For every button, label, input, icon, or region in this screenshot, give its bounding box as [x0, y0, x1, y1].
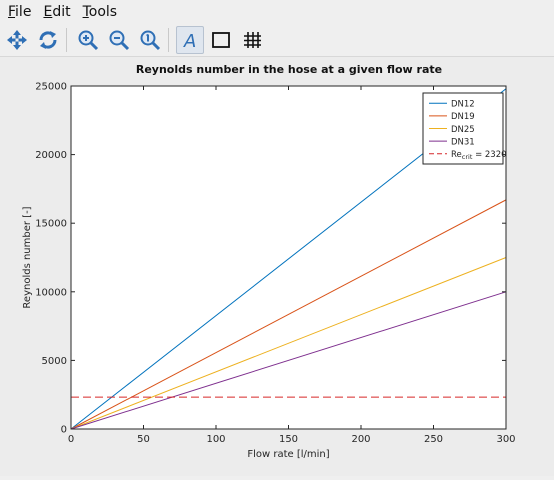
x-axis-label: Flow rate [l/min] — [247, 449, 329, 460]
box-toggle-icon[interactable] — [207, 26, 235, 54]
y-tick-label: 10000 — [35, 287, 67, 298]
y-tick-label: 5000 — [42, 356, 67, 367]
legend-entry-label: DN31 — [451, 137, 475, 147]
chart: Reynolds number in the hose at a given f… — [22, 63, 516, 460]
menu-edit[interactable]: Edit — [43, 3, 71, 20]
toolbar-separator — [66, 28, 67, 52]
legend[interactable]: DN12 DN19 DN25 DN31 Recrit = 2320 — [422, 92, 507, 165]
y-tick-label: 15000 — [35, 219, 67, 230]
menu-tools[interactable]: Tools — [82, 3, 118, 20]
zoom-out-icon[interactable] — [105, 26, 133, 54]
series-line-2 — [70, 257, 507, 430]
x-tick-label: 150 — [279, 434, 298, 445]
tick-layer: 0 50 100 150 200 250 300 0 5000 10000 15000 20000 25… — [35, 82, 515, 446]
series-line-3 — [70, 291, 507, 430]
svg-text:A: A — [183, 31, 196, 51]
legend-entry-label: DN12 — [451, 100, 475, 110]
x-tick-label: 50 — [137, 434, 150, 445]
y-tick-label: 25000 — [35, 82, 67, 93]
zoom-reset-icon[interactable] — [136, 26, 164, 54]
rotate-icon[interactable] — [34, 26, 62, 54]
grid-toggle-icon[interactable] — [238, 26, 266, 54]
series-line-1 — [70, 199, 507, 430]
pan-icon[interactable] — [3, 26, 31, 54]
legend-entry-label: DN19 — [451, 112, 475, 122]
x-tick-label: 0 — [68, 434, 74, 445]
toolbar-separator — [168, 28, 169, 52]
x-tick-label: 300 — [496, 434, 515, 445]
y-axis-label: Reynolds number [-] — [22, 206, 33, 308]
zoom-in-icon[interactable] — [74, 26, 102, 54]
legend-entry-label: DN25 — [451, 125, 475, 135]
figure-canvas: Reynolds number in the hose at a given f… — [0, 57, 554, 476]
y-tick-label: 20000 — [35, 150, 67, 161]
chart-title: Reynolds number in the hose at a given f… — [136, 63, 442, 76]
y-tick-label: 0 — [61, 425, 67, 436]
x-tick-label: 250 — [424, 434, 443, 445]
x-tick-label: 100 — [206, 434, 225, 445]
toolbar: A — [0, 24, 554, 57]
x-tick-label: 200 — [351, 434, 370, 445]
menu-file[interactable]: File — [8, 3, 32, 20]
text-tool-icon[interactable]: A — [176, 26, 204, 54]
legend-entry-label: Recrit = 2320 — [451, 150, 507, 161]
menu-bar: File Edit Tools — [0, 0, 554, 23]
